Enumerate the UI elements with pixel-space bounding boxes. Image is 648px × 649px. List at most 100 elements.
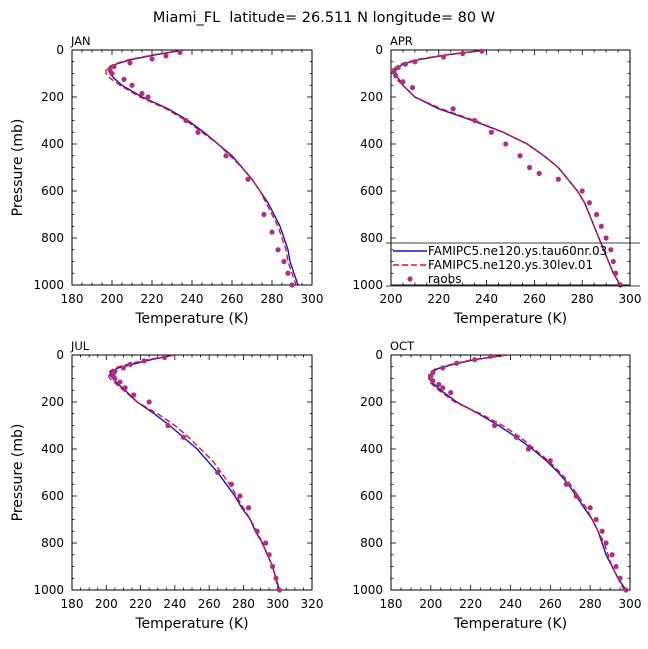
- raobs-point: [412, 59, 418, 65]
- raobs-point: [573, 493, 579, 499]
- raobs-point: [112, 375, 118, 382]
- x-tick-label: 200: [95, 597, 118, 611]
- y-tick-label: 1000: [352, 583, 383, 597]
- plot-frame: [390, 354, 631, 591]
- raobs-point: [266, 552, 272, 558]
- raobs-point: [263, 540, 269, 546]
- legend: FAMIPC5.ne120.ys.tau60nr.03FAMIPC5.ne120…: [386, 242, 640, 287]
- raobs-point: [610, 258, 616, 265]
- raobs-point: [261, 211, 267, 218]
- raobs-point: [448, 390, 454, 396]
- x-tick-label: 280: [232, 597, 255, 611]
- x-tick-label: 240: [181, 292, 204, 306]
- raobs-point: [273, 575, 279, 581]
- y-tick-label: 0: [375, 348, 383, 362]
- raobs-point: [430, 378, 436, 384]
- raobs-point: [131, 392, 137, 398]
- raobs-point: [161, 354, 168, 360]
- raobs-point: [440, 385, 446, 391]
- raobs-point: [617, 575, 623, 581]
- x-tick-label: 240: [163, 597, 186, 611]
- y-tick-label: 400: [41, 137, 64, 151]
- y-tick-label: 0: [375, 43, 383, 57]
- raobs-point: [608, 247, 614, 253]
- panel-label: APR: [390, 34, 413, 48]
- raobs-point: [400, 79, 406, 85]
- panel-label: JUL: [70, 339, 90, 353]
- x-axis-label: Temperature (K): [453, 616, 567, 632]
- raobs-point: [402, 61, 408, 67]
- x-axis-label: Temperature (K): [134, 616, 248, 632]
- x-tick-label: 260: [523, 292, 546, 306]
- raobs-point: [109, 70, 115, 77]
- y-tick-label: 600: [41, 489, 64, 503]
- raobs-point: [141, 358, 147, 364]
- raobs-point: [127, 60, 133, 66]
- raobs-point: [617, 282, 624, 288]
- y-tick-label: 600: [360, 184, 383, 198]
- y-tick-label: 400: [41, 442, 64, 456]
- raobs-point: [245, 176, 251, 182]
- raobs-point: [513, 434, 520, 440]
- chart-panel-jul: 180 200 220 240 260 280 300 320 0 200 400 600 800 100…: [10, 339, 323, 632]
- raobs-point: [623, 587, 629, 593]
- y-tick-label: 800: [360, 231, 383, 245]
- raobs-point: [228, 481, 235, 487]
- model-tau60nr-line: [107, 50, 299, 285]
- raobs-point: [145, 94, 151, 100]
- raobs-point: [613, 563, 619, 570]
- raobs-point: [593, 211, 600, 218]
- x-tick-label: 220: [459, 597, 482, 611]
- raobs-point: [281, 258, 287, 265]
- y-tick-label: 200: [41, 395, 64, 409]
- raobs-point: [269, 229, 275, 235]
- raobs-point: [165, 422, 171, 429]
- x-tick-label: 180: [61, 597, 84, 611]
- y-tick-label: 1000: [352, 278, 383, 292]
- x-tick-label: 240: [499, 597, 522, 611]
- y-tick-label: 800: [41, 231, 64, 245]
- x-tick-label: 300: [619, 597, 642, 611]
- raobs-point: [177, 49, 183, 55]
- raobs-point: [275, 247, 281, 253]
- raobs-point: [609, 552, 615, 558]
- raobs-point: [237, 493, 243, 499]
- raobs-point: [149, 56, 155, 62]
- x-tick-label: 240: [475, 292, 498, 306]
- raobs-point: [436, 381, 442, 387]
- y-tick-label: 800: [360, 536, 383, 550]
- raobs-point: [586, 200, 592, 206]
- raobs-point: [117, 379, 123, 385]
- raobs-point: [460, 50, 466, 57]
- raobs-point: [517, 153, 523, 159]
- y-tick-label: 1000: [33, 583, 64, 597]
- x-tick-label: 280: [261, 292, 284, 306]
- raobs-point: [472, 357, 478, 363]
- y-tick-label: 600: [360, 489, 383, 503]
- model-30lev-line: [107, 355, 279, 590]
- raobs-point: [527, 164, 533, 171]
- raobs-point: [121, 76, 127, 82]
- raobs-point: [139, 90, 145, 97]
- raobs-point: [579, 188, 585, 194]
- x-tick-label: 180: [380, 597, 403, 611]
- raobs-point: [129, 82, 135, 88]
- raobs-point: [146, 399, 152, 405]
- chart-panel-oct: 180 200 220 240 260 280 300 0 200 400 600 800 1000 OC…: [352, 339, 641, 632]
- y-tick-label: 400: [360, 137, 383, 151]
- raobs-point: [223, 153, 229, 159]
- raobs-point: [180, 434, 187, 440]
- y-axis-label: Pressure (mb): [10, 119, 26, 217]
- raobs-point: [120, 365, 127, 371]
- raobs-point: [587, 505, 593, 511]
- y-tick-label: 200: [360, 90, 383, 104]
- x-tick-label: 300: [301, 292, 324, 306]
- raobs-point: [603, 235, 609, 241]
- x-tick-label: 280: [579, 597, 602, 611]
- legend-dot-marker: [407, 276, 413, 282]
- raobs-point: [393, 73, 399, 79]
- raobs-point: [289, 282, 295, 288]
- raobs-point: [487, 353, 494, 359]
- x-tick-label: 260: [221, 292, 244, 306]
- y-tick-label: 600: [41, 184, 64, 198]
